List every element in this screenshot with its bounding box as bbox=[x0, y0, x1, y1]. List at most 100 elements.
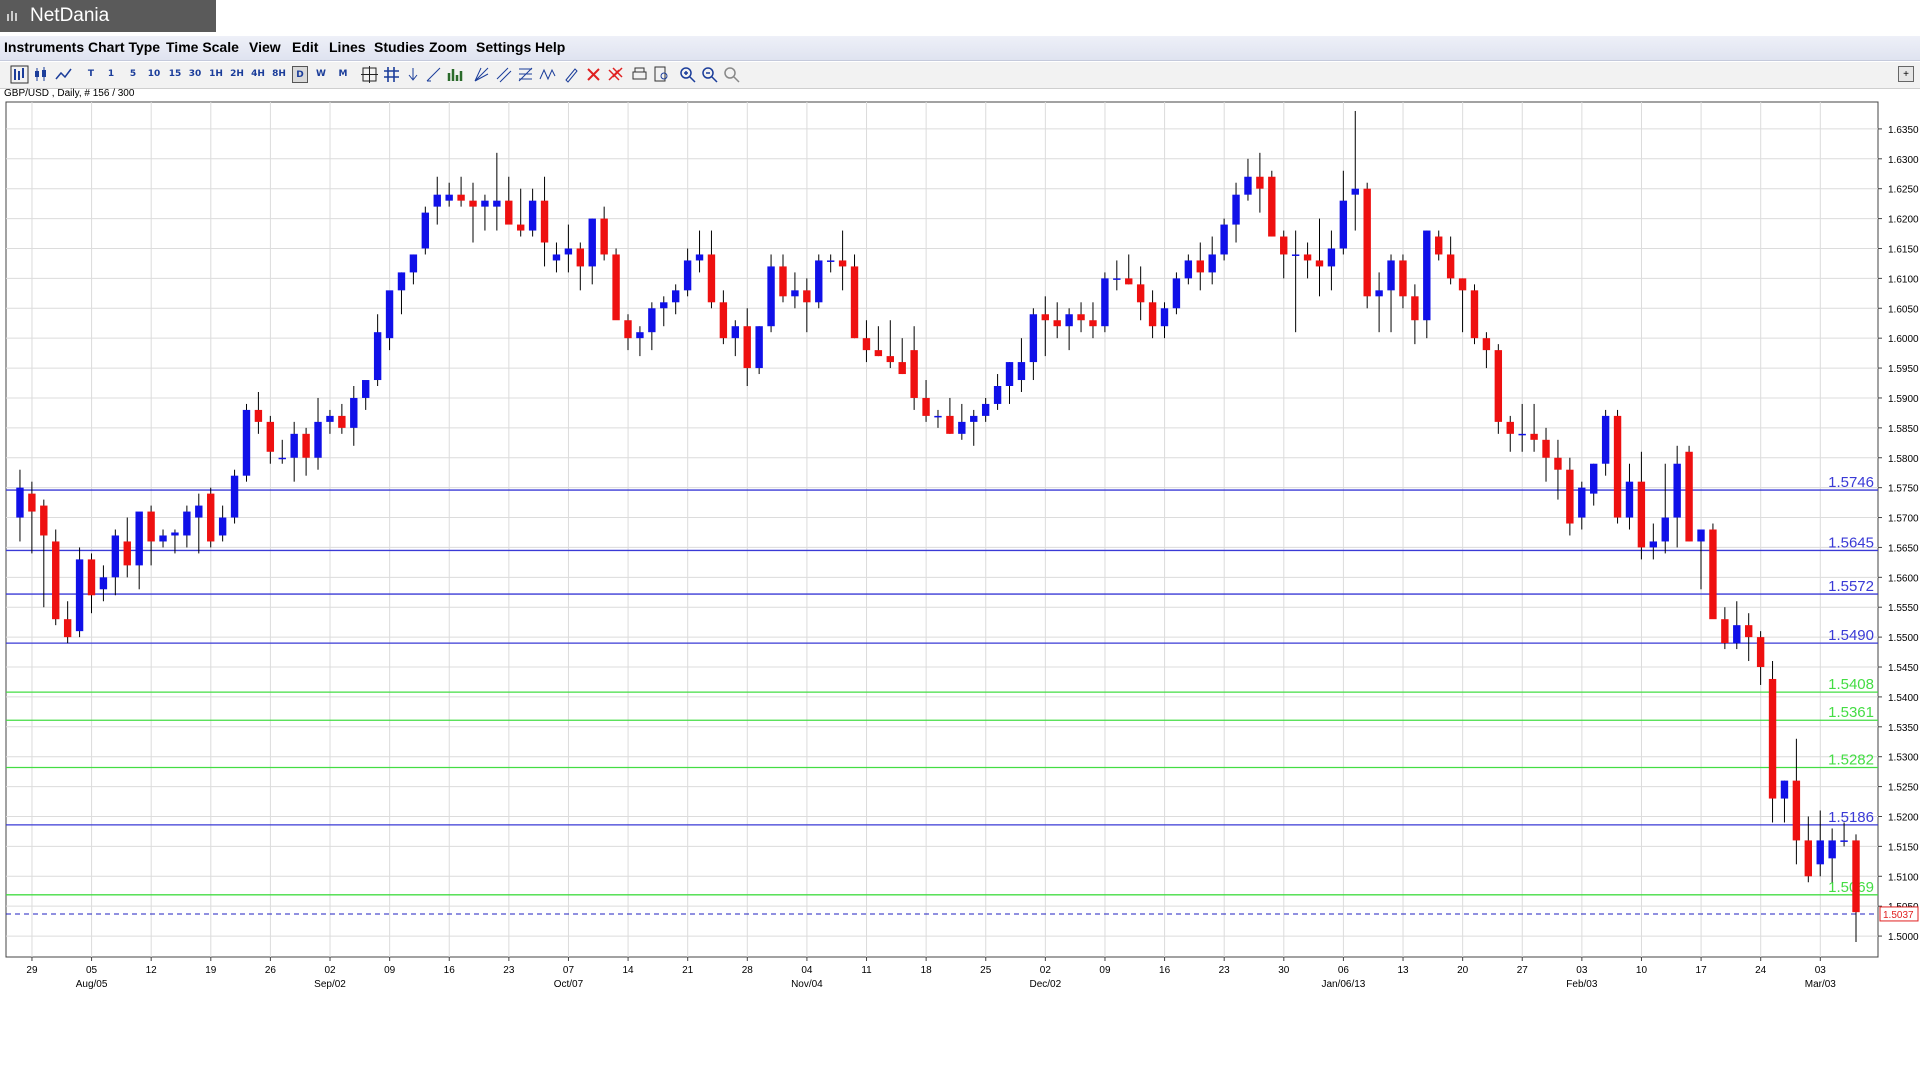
candle-down bbox=[600, 218, 608, 255]
y-tick-label: 1.6000 bbox=[1888, 334, 1919, 345]
volume-icon[interactable] bbox=[446, 65, 465, 84]
timescale-daily-button[interactable]: D bbox=[292, 66, 308, 83]
menu-settings[interactable]: Settings bbox=[476, 39, 532, 55]
line-tool-icon[interactable] bbox=[424, 65, 443, 84]
x-tick-label: 27 bbox=[1517, 965, 1529, 976]
x-tick-label: 23 bbox=[1219, 965, 1231, 976]
menu-help[interactable]: Help bbox=[535, 39, 566, 55]
candle-down bbox=[1804, 840, 1813, 877]
zoom-in-icon[interactable] bbox=[678, 65, 697, 84]
timescale-tick-button[interactable]: T bbox=[87, 69, 95, 79]
menu-studies[interactable]: Studies bbox=[374, 39, 425, 55]
delete-all-icon[interactable] bbox=[606, 65, 625, 84]
crosshair-icon[interactable] bbox=[360, 65, 379, 84]
wave-tool-icon[interactable] bbox=[538, 65, 557, 84]
candle-up bbox=[1578, 487, 1586, 518]
x-tick-label: 09 bbox=[384, 965, 396, 976]
candle-down bbox=[517, 224, 525, 231]
candle-up bbox=[1113, 278, 1121, 280]
candle-up bbox=[1625, 481, 1634, 518]
timescale-1h-button[interactable]: 1H bbox=[209, 69, 223, 79]
x-month-label: Feb/03 bbox=[1566, 979, 1598, 990]
menu-instruments[interactable]: Instruments bbox=[4, 39, 85, 55]
fib-tool-icon[interactable] bbox=[516, 65, 535, 84]
x-tick-label: 05 bbox=[86, 965, 98, 976]
candle-down bbox=[1148, 302, 1157, 327]
menu-time-scale[interactable]: Time Scale bbox=[166, 39, 239, 55]
line-chart-icon[interactable] bbox=[54, 65, 73, 84]
candle-down bbox=[1435, 236, 1443, 255]
x-month-label: Mar/03 bbox=[1805, 979, 1837, 990]
candle-down bbox=[1721, 619, 1729, 644]
candle-down bbox=[1745, 625, 1753, 638]
timescale-5-button[interactable]: 5 bbox=[129, 69, 137, 79]
level-label-1.5069: 1.5069 bbox=[1828, 879, 1874, 896]
candle-down bbox=[612, 254, 620, 321]
candle-up bbox=[1601, 415, 1610, 464]
candle-down bbox=[1458, 278, 1467, 291]
candle-down bbox=[1542, 439, 1550, 458]
y-axis: 1.6350 1.6300 1.6250 1.6200 1.6150 1.6100 1.60… bbox=[1878, 125, 1919, 943]
level-label-1.5186: 1.5186 bbox=[1828, 809, 1874, 826]
candle-down bbox=[63, 619, 72, 638]
y-tick-label: 1.5450 bbox=[1888, 663, 1919, 674]
x-tick-label: 30 bbox=[1278, 965, 1290, 976]
candle-up bbox=[731, 326, 739, 339]
candle-down bbox=[838, 260, 847, 267]
candle-down bbox=[1196, 260, 1204, 273]
y-tick-label: 1.5400 bbox=[1888, 693, 1919, 704]
timescale-8h-button[interactable]: 8H bbox=[272, 69, 286, 79]
price-chart[interactable]: 1.5746 1.5645 1.5572 1.5490 1.5408 1.5361 1.52… bbox=[0, 100, 1920, 1005]
print-icon[interactable] bbox=[630, 65, 649, 84]
timescale-4h-button[interactable]: 4H bbox=[251, 69, 265, 79]
candle-up bbox=[135, 511, 143, 566]
x-tick-label: 07 bbox=[563, 965, 575, 976]
timescale-30-button[interactable]: 30 bbox=[188, 69, 202, 79]
menu-view[interactable]: View bbox=[249, 39, 281, 55]
panel-toggle-button[interactable]: + bbox=[1898, 66, 1914, 82]
candle-down bbox=[266, 421, 275, 452]
delete-icon[interactable] bbox=[584, 65, 603, 84]
timescale-15-button[interactable]: 15 bbox=[168, 69, 182, 79]
candle-down bbox=[803, 290, 811, 303]
menu-lines[interactable]: Lines bbox=[329, 39, 366, 55]
timescale-1-button[interactable]: 1 bbox=[107, 69, 115, 79]
candle-down bbox=[1041, 314, 1049, 321]
y-tick-label: 1.5900 bbox=[1888, 394, 1919, 405]
timescale-2h-button[interactable]: 2H bbox=[230, 69, 244, 79]
pencil-icon[interactable] bbox=[562, 65, 581, 84]
arrow-icon[interactable] bbox=[404, 65, 423, 84]
candle-up bbox=[1172, 278, 1181, 309]
y-tick-label: 1.6300 bbox=[1888, 155, 1919, 166]
grid-icon[interactable] bbox=[382, 65, 401, 84]
candle-up bbox=[481, 200, 489, 207]
channel-tool-icon[interactable] bbox=[494, 65, 513, 84]
candle-up bbox=[755, 326, 763, 369]
x-tick-label: 16 bbox=[444, 965, 456, 976]
x-tick-label: 11 bbox=[861, 965, 872, 976]
bar-chart-icon[interactable] bbox=[10, 65, 29, 84]
timescale-weekly-button[interactable]: W bbox=[316, 69, 326, 79]
x-month-label: Jan/06/13 bbox=[1321, 979, 1365, 990]
menu-edit[interactable]: Edit bbox=[292, 39, 319, 55]
candle-down bbox=[743, 326, 751, 369]
y-tick-label: 1.5550 bbox=[1888, 603, 1919, 614]
candle-chart-icon[interactable] bbox=[32, 65, 51, 84]
candle-down bbox=[922, 397, 930, 416]
fan-tool-icon[interactable] bbox=[472, 65, 491, 84]
x-tick-label: 06 bbox=[1338, 965, 1350, 976]
zoom-out-icon[interactable] bbox=[700, 65, 719, 84]
candle-up bbox=[111, 535, 120, 578]
y-tick-label: 1.5600 bbox=[1888, 573, 1919, 584]
level-label-1.5490: 1.5490 bbox=[1828, 627, 1874, 644]
x-tick-label: 23 bbox=[503, 965, 515, 976]
menu-zoom[interactable]: Zoom bbox=[429, 39, 468, 55]
zoom-reset-icon[interactable] bbox=[722, 65, 741, 84]
timescale-monthly-button[interactable]: M bbox=[338, 69, 348, 79]
x-tick-label: 03 bbox=[1576, 965, 1588, 976]
candle-up bbox=[397, 272, 406, 291]
preview-icon[interactable] bbox=[652, 65, 671, 84]
candle-down bbox=[1756, 637, 1765, 668]
timescale-10-button[interactable]: 10 bbox=[147, 69, 161, 79]
menu-chart-type[interactable]: Chart Type bbox=[88, 39, 161, 55]
